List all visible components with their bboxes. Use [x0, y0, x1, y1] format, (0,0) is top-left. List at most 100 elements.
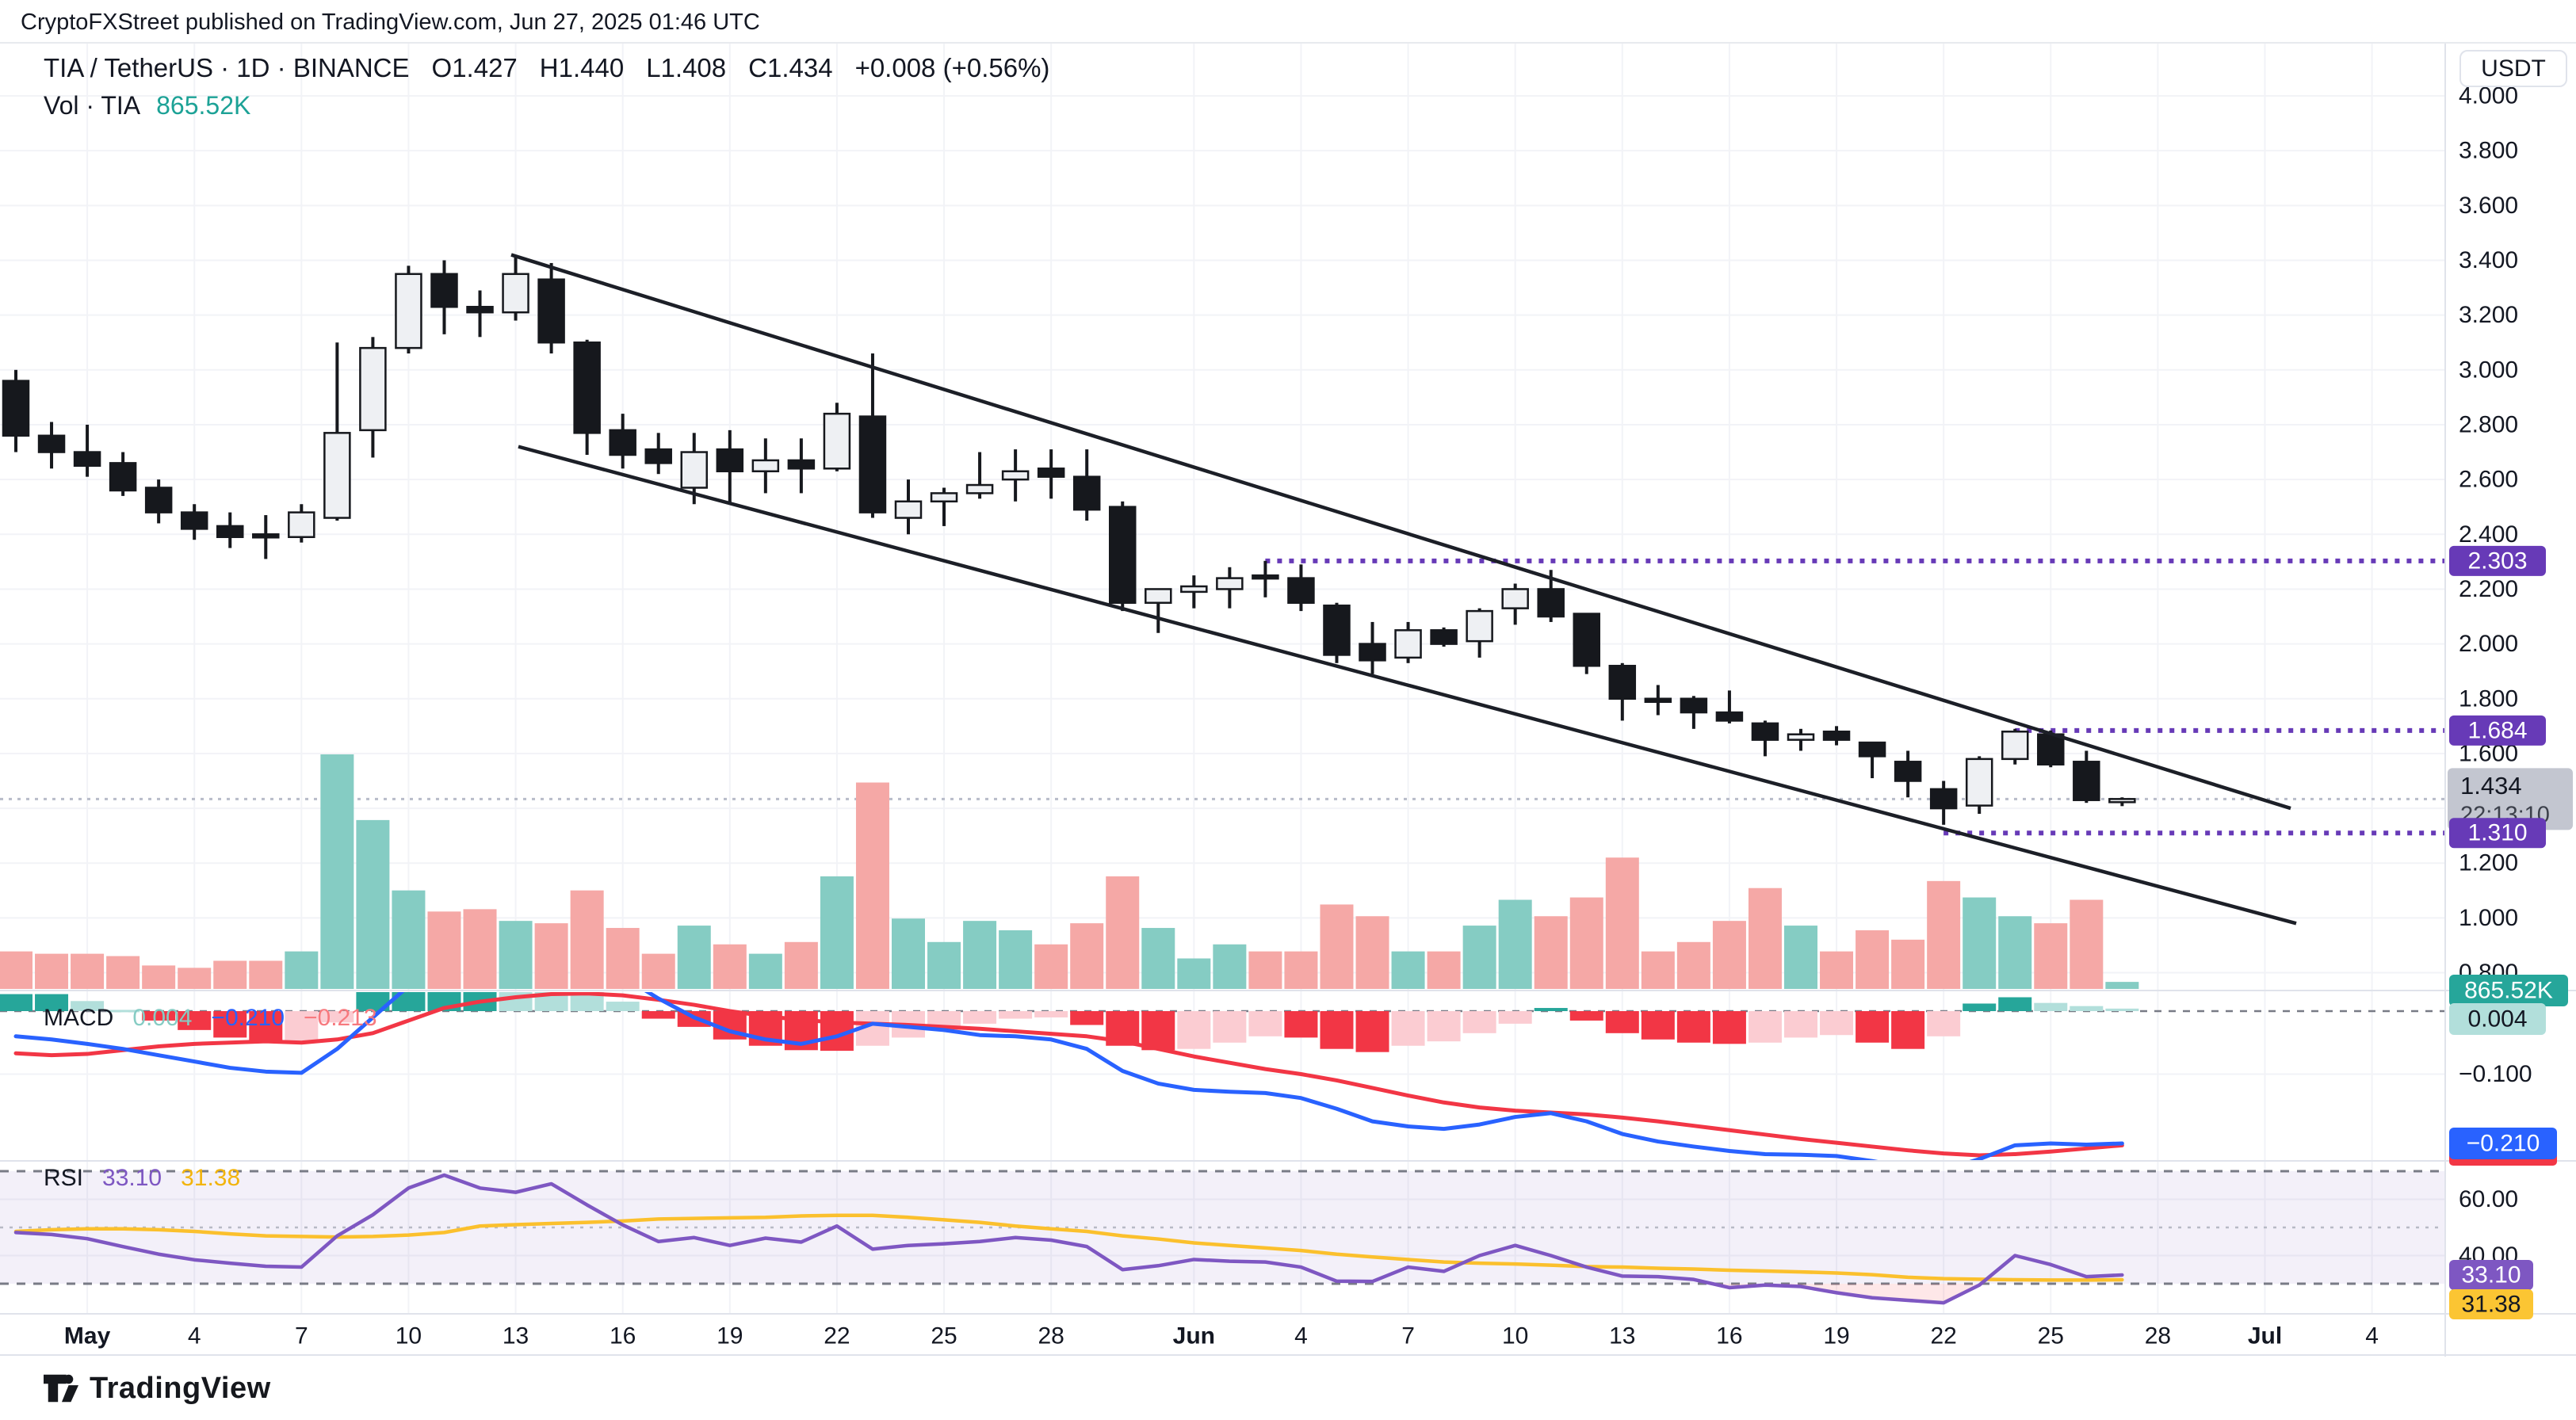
axis-label: 2.600 [2459, 467, 2518, 493]
currency-toggle-button[interactable]: USDT [2459, 50, 2567, 87]
volume-bar [534, 923, 568, 989]
volume-bar [855, 782, 889, 989]
macd-hist-bar [1284, 1011, 1318, 1038]
macd-hist-bar [1534, 1008, 1568, 1011]
volume-bar [1641, 951, 1675, 989]
volume-bar [2034, 923, 2068, 989]
macd-hist-bar [106, 1010, 140, 1013]
volume-bar [927, 941, 961, 989]
volume-bar [1106, 876, 1140, 989]
macd-pane [0, 992, 2445, 1161]
rsi-band [0, 1171, 2445, 1284]
volume-bar [713, 944, 747, 989]
macd-hist-bar [249, 1011, 283, 1043]
candle-up [1001, 470, 1030, 481]
time-axis[interactable]: May 4 7 10 13 16 19 22 25 28 Jun 4 7 10 13 16 19 22 25 28 Ju… [64, 1323, 2379, 1349]
svg-text:1.684: 1.684 [2467, 717, 2527, 743]
axis-label: 3.600 [2459, 193, 2518, 219]
candle-down [1715, 711, 1744, 722]
chart-canvas[interactable]: 4.000 3.800 3.600 3.400 3.200 3.000 2.800 2.600… [0, 44, 2576, 1357]
candle-wick [86, 424, 90, 477]
time-tick-label: 19 [1823, 1323, 1849, 1349]
macd-hist-bar [320, 1011, 354, 1023]
candle-down [1573, 613, 1601, 667]
candle-down [466, 306, 494, 314]
axis-label: 3.200 [2459, 302, 2518, 328]
axis-label: 60.00 [2459, 1186, 2518, 1212]
pane-separators [0, 44, 2576, 1357]
macd-hist-bar [999, 1011, 1033, 1019]
candle-up [1501, 588, 1529, 609]
tradingview-logo-icon[interactable] [44, 1371, 78, 1406]
candles [2, 254, 2136, 825]
candle-up [680, 451, 709, 489]
macd-hist-bar [1213, 1011, 1247, 1043]
volume-bar [178, 968, 212, 989]
candle-up [965, 483, 994, 494]
candle-down [716, 448, 744, 472]
svg-text:1.310: 1.310 [2467, 820, 2527, 846]
footer: TradingView [0, 1357, 2576, 1420]
candle-down [1359, 643, 1386, 662]
candle-up [395, 273, 422, 349]
candle-down [144, 487, 173, 513]
volume-bar [249, 960, 283, 989]
volume-bar [1605, 857, 1639, 989]
volume-bar [1676, 941, 1710, 989]
svg-text:33.10: 33.10 [2461, 1262, 2521, 1288]
candle-down [1108, 506, 1137, 604]
candle-wick [1156, 589, 1160, 633]
volume-bar [463, 909, 497, 989]
volume-bar [963, 921, 997, 989]
volume-bar [677, 926, 711, 989]
volume-bar [2070, 899, 2104, 989]
volume-bar [1462, 926, 1496, 989]
macd-hist-bar [1248, 1011, 1282, 1036]
candle-down [109, 462, 137, 492]
volume-bar [1784, 926, 1817, 989]
candle-up [2108, 798, 2136, 804]
candle-down [2, 380, 30, 437]
axis-label: 1.800 [2459, 685, 2518, 712]
svg-text:1.434: 1.434 [2460, 772, 2522, 800]
price-axis[interactable]: 4.000 3.800 3.600 3.400 3.200 3.000 2.800 2.600… [2448, 83, 2573, 1319]
volume-bar [1998, 916, 2032, 989]
time-tick-label: 7 [295, 1323, 308, 1349]
channel-line-upper[interactable] [510, 253, 2291, 811]
candle-down [1287, 577, 1315, 604]
candle-wick [335, 342, 339, 521]
channel-line-lower[interactable] [518, 445, 2297, 926]
tradingview-wordmark[interactable]: TradingView [90, 1371, 271, 1405]
volume-bar [1534, 916, 1568, 989]
volume-bar [285, 951, 319, 989]
volume-bar [106, 956, 140, 989]
volume-bar [1391, 951, 1425, 989]
candle-down [609, 429, 636, 456]
volume-bar [1963, 897, 1997, 989]
candle-down [180, 511, 208, 530]
candle-down [858, 415, 887, 513]
time-tick-label: 10 [1502, 1323, 1528, 1349]
candle-up [894, 500, 923, 519]
time-tick-label: 19 [717, 1323, 743, 1349]
candle-down [216, 525, 244, 538]
volume-bar [1856, 930, 1890, 989]
time-tick-label: 10 [396, 1323, 422, 1349]
macd-signal-line [13, 992, 2124, 1158]
macd-hist-bar [1355, 1011, 1389, 1052]
volume-bar [0, 951, 32, 989]
macd-hist-bar [1462, 1011, 1496, 1033]
macd-hist-bar [641, 1011, 675, 1019]
candle-down [537, 278, 565, 344]
candle-up [930, 492, 958, 503]
macd-hist-bar [1641, 1011, 1675, 1040]
axis-label: 3.400 [2459, 247, 2518, 273]
macd-hist-bar [2070, 1006, 2104, 1011]
macd-hist-bar [71, 1001, 105, 1011]
time-tick-label: Jul [2248, 1323, 2282, 1349]
macd-hist-bar [2034, 1002, 2068, 1011]
axis-label: −0.100 [2459, 1061, 2532, 1087]
time-tick-label: 16 [1716, 1323, 1742, 1349]
macd-hist-bar [1676, 1011, 1710, 1043]
